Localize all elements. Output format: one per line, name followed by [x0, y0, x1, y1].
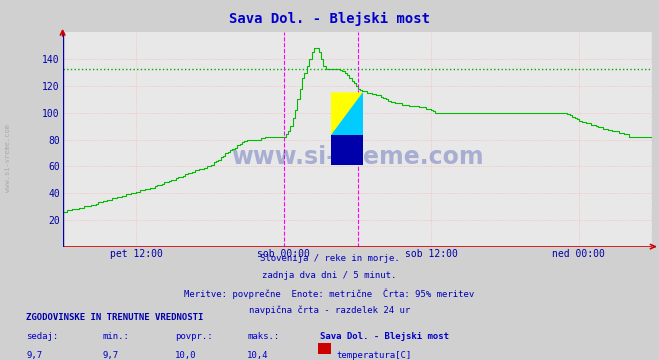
Polygon shape	[331, 93, 363, 135]
Text: www.si-vreme.com: www.si-vreme.com	[231, 145, 484, 168]
Text: Meritve: povprečne  Enote: metrične  Črta: 95% meritev: Meritve: povprečne Enote: metrične Črta:…	[185, 288, 474, 299]
Text: ZGODOVINSKE IN TRENUTNE VREDNOSTI: ZGODOVINSKE IN TRENUTNE VREDNOSTI	[26, 313, 204, 322]
Text: zadnja dva dni / 5 minut.: zadnja dva dni / 5 minut.	[262, 271, 397, 280]
Text: maks.:: maks.:	[247, 332, 279, 341]
Text: 9,7: 9,7	[26, 351, 42, 360]
Text: 10,4: 10,4	[247, 351, 269, 360]
Text: Sava Dol. - Blejski most: Sava Dol. - Blejski most	[320, 332, 449, 341]
Text: navpična črta - razdelek 24 ur: navpična črta - razdelek 24 ur	[249, 306, 410, 315]
Text: 10,0: 10,0	[175, 351, 196, 360]
Text: Slovenija / reke in morje.: Slovenija / reke in morje.	[260, 254, 399, 263]
Text: povpr.:: povpr.:	[175, 332, 212, 341]
Text: 9,7: 9,7	[102, 351, 118, 360]
Text: min.:: min.:	[102, 332, 129, 341]
FancyBboxPatch shape	[331, 135, 363, 165]
Text: www.si-vreme.com: www.si-vreme.com	[5, 125, 11, 192]
Text: Sava Dol. - Blejski most: Sava Dol. - Blejski most	[229, 12, 430, 26]
Text: temperatura[C]: temperatura[C]	[336, 351, 411, 360]
Text: sedaj:: sedaj:	[26, 332, 59, 341]
Polygon shape	[331, 93, 363, 135]
